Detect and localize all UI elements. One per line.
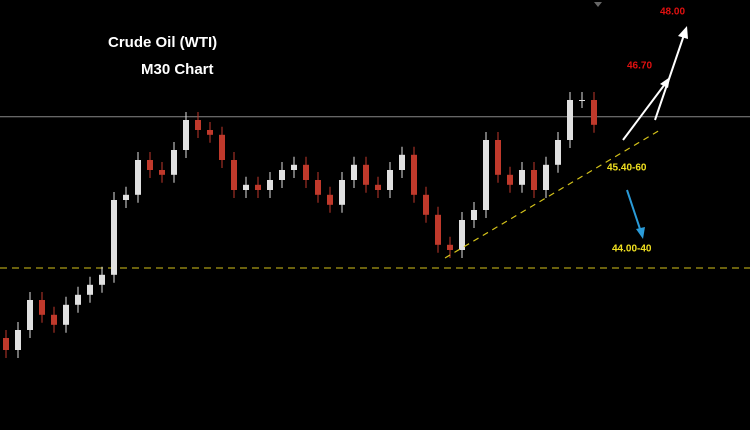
- candle-body: [291, 164, 297, 170]
- candle-body: [183, 120, 189, 150]
- candle-body: [303, 164, 309, 180]
- candle-body: [327, 194, 333, 205]
- candle-body: [87, 284, 93, 295]
- candle-body: [279, 170, 285, 180]
- candle-body: [171, 150, 177, 175]
- candle-body: [459, 220, 465, 250]
- candle-body: [519, 170, 525, 185]
- candle-body: [135, 160, 141, 195]
- candle-body: [207, 130, 213, 135]
- arrow-head: [678, 26, 688, 39]
- candle-body: [567, 100, 573, 140]
- chart-title: Crude Oil (WTI): [108, 34, 217, 51]
- candle-body: [231, 160, 237, 190]
- candle-body: [99, 274, 105, 285]
- candle-body: [75, 294, 81, 305]
- candle-body: [39, 300, 45, 315]
- candle-body: [507, 174, 513, 185]
- candle-body: [579, 100, 585, 101]
- candle-body: [255, 184, 261, 190]
- plot-area: [0, 92, 750, 358]
- candle-body: [495, 140, 501, 175]
- candle-body: [243, 184, 249, 190]
- trend-line: [444, 129, 661, 259]
- arrow: [622, 79, 669, 141]
- candle-body: [315, 180, 321, 195]
- candle-body: [195, 120, 201, 130]
- candle-body: [363, 164, 369, 185]
- candle-body: [375, 184, 381, 190]
- candle-body: [591, 100, 597, 125]
- candle-body: [267, 180, 273, 190]
- candle-body: [471, 210, 477, 220]
- candle-body: [555, 140, 561, 165]
- target-label: 46.70: [627, 61, 652, 72]
- candle-body: [351, 164, 357, 180]
- candle-body: [435, 214, 441, 245]
- candle-body: [531, 170, 537, 190]
- candle-body: [543, 164, 549, 190]
- candle-body: [15, 330, 21, 350]
- chart-subtitle: M30 Chart: [141, 61, 214, 78]
- candle-body: [399, 154, 405, 170]
- candle-body: [219, 134, 225, 160]
- candle-body: [111, 200, 117, 275]
- scroll-marker: [594, 2, 602, 7]
- candle-body: [3, 338, 9, 350]
- candle-body: [51, 314, 57, 325]
- target-label: 48.00: [660, 7, 685, 18]
- candle-body: [423, 194, 429, 215]
- support-label: 44.00-40: [612, 244, 652, 255]
- candle-body: [339, 180, 345, 205]
- arrow: [626, 189, 642, 233]
- arrow: [654, 31, 686, 121]
- candle-body: [411, 154, 417, 195]
- candle-body: [159, 170, 165, 175]
- support-label: 45.40-60: [607, 163, 647, 174]
- candle-body: [387, 170, 393, 190]
- candle-body: [483, 140, 489, 210]
- candle-body: [63, 304, 69, 325]
- candle-body: [27, 300, 33, 330]
- candle-body: [447, 244, 453, 250]
- candle-body: [147, 160, 153, 170]
- arrow-head: [636, 227, 645, 239]
- candle-body: [123, 194, 129, 200]
